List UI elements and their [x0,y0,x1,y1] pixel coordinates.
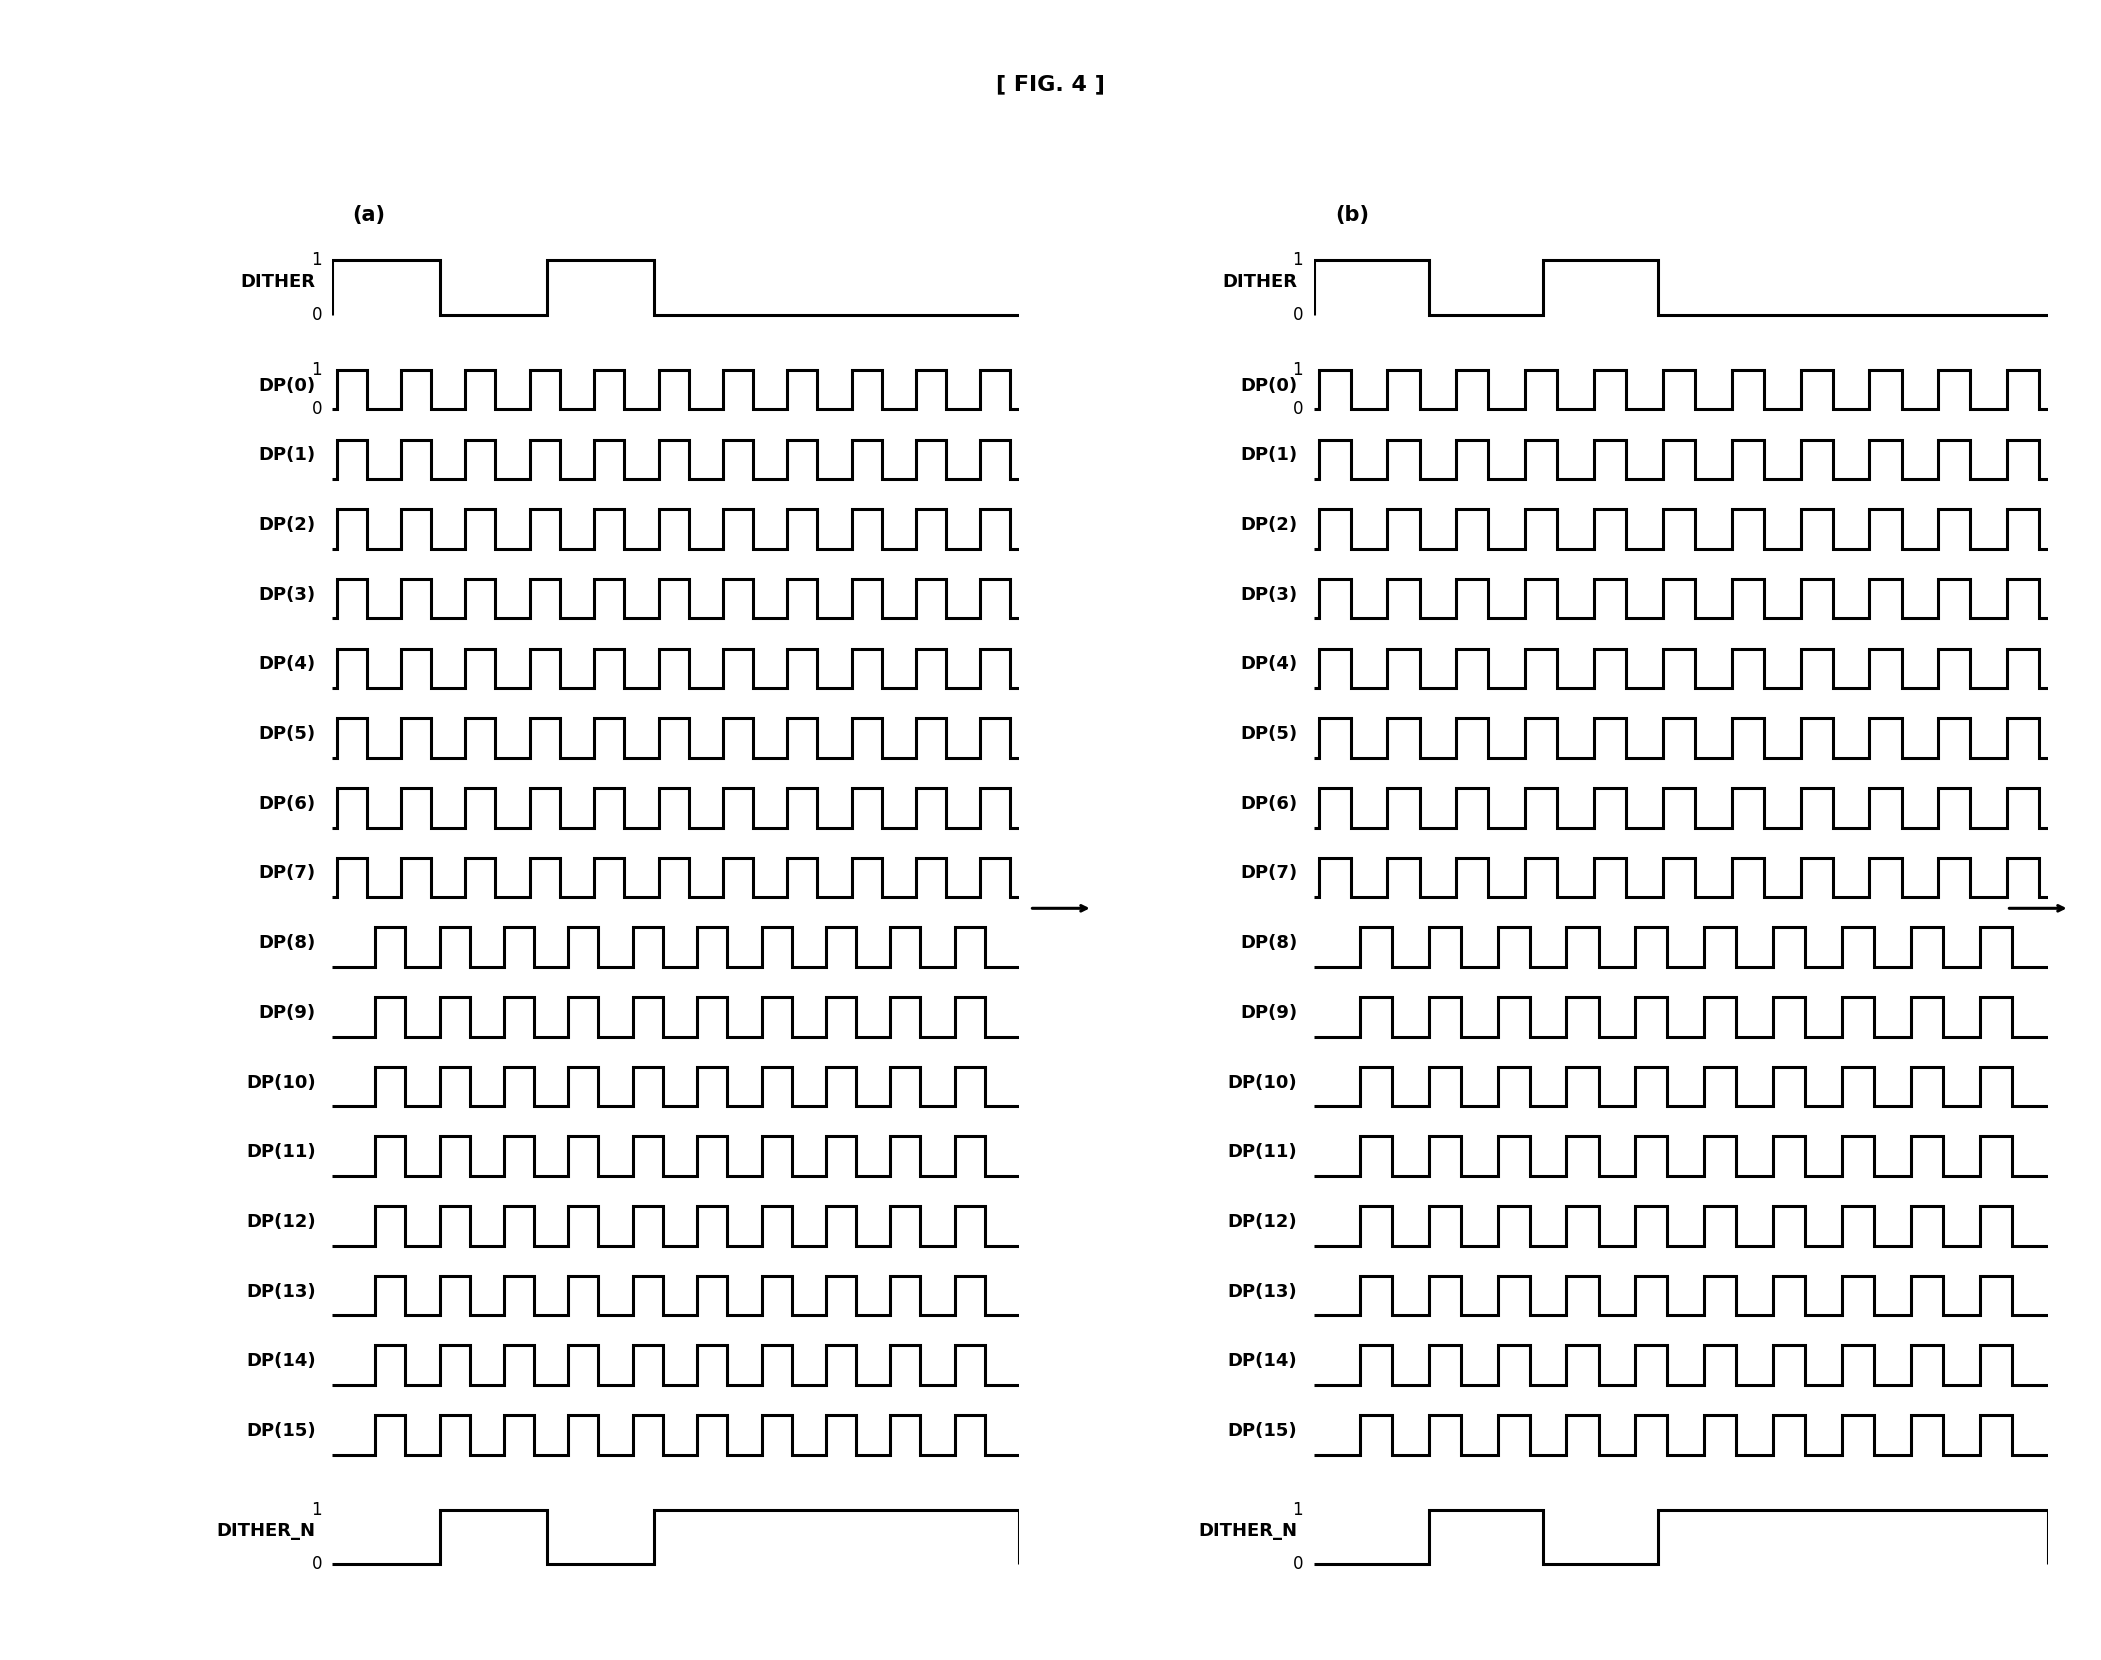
Text: 1: 1 [311,251,321,269]
Text: DP(15): DP(15) [246,1423,315,1439]
Text: 1: 1 [1292,360,1303,378]
Text: 0: 0 [311,400,321,418]
Text: 1: 1 [1292,1501,1303,1519]
Text: DP(12): DP(12) [246,1213,315,1230]
Text: 0: 0 [311,305,321,324]
Text: DITHER_N: DITHER_N [216,1522,315,1540]
Text: 0: 0 [311,1555,321,1574]
Text: DP(3): DP(3) [258,586,315,604]
Text: DP(0): DP(0) [258,377,315,395]
Text: 0: 0 [1292,305,1303,324]
Text: DP(1): DP(1) [1240,447,1296,465]
Text: 0: 0 [1292,400,1303,418]
Text: 0: 0 [1292,1555,1303,1574]
Text: DP(3): DP(3) [1240,586,1296,604]
Text: DP(14): DP(14) [1227,1353,1296,1369]
Text: DP(5): DP(5) [1240,725,1296,744]
Text: DP(6): DP(6) [1240,795,1296,813]
Text: DP(13): DP(13) [246,1283,315,1300]
Text: DP(6): DP(6) [258,795,315,813]
Text: 1: 1 [311,1501,321,1519]
Text: DP(12): DP(12) [1227,1213,1296,1230]
Text: 1: 1 [1292,251,1303,269]
Text: DP(15): DP(15) [1227,1423,1296,1439]
Text: [ FIG. 4 ]: [ FIG. 4 ] [996,75,1105,95]
Text: DITHER: DITHER [1223,272,1296,290]
Text: DP(1): DP(1) [258,447,315,465]
Text: DP(11): DP(11) [1227,1144,1296,1162]
Text: DP(8): DP(8) [1240,935,1296,953]
Text: DP(4): DP(4) [1240,656,1296,674]
Text: (b): (b) [1336,204,1370,224]
Text: DP(5): DP(5) [258,725,315,744]
Text: DP(7): DP(7) [1240,865,1296,883]
Text: 1: 1 [311,360,321,378]
Text: DITHER: DITHER [242,272,315,290]
Text: DP(10): DP(10) [246,1074,315,1092]
Text: DP(7): DP(7) [258,865,315,883]
Text: DP(13): DP(13) [1227,1283,1296,1300]
Text: (a): (a) [353,204,384,224]
Text: DITHER_N: DITHER_N [1198,1522,1296,1540]
Text: DP(14): DP(14) [246,1353,315,1369]
Text: DP(9): DP(9) [1240,1004,1296,1023]
Text: DP(4): DP(4) [258,656,315,674]
Text: DP(0): DP(0) [1240,377,1296,395]
Text: DP(2): DP(2) [258,516,315,535]
Text: DP(8): DP(8) [258,935,315,953]
Text: DP(10): DP(10) [1227,1074,1296,1092]
Text: DP(9): DP(9) [258,1004,315,1023]
Text: DP(2): DP(2) [1240,516,1296,535]
Text: DP(11): DP(11) [246,1144,315,1162]
